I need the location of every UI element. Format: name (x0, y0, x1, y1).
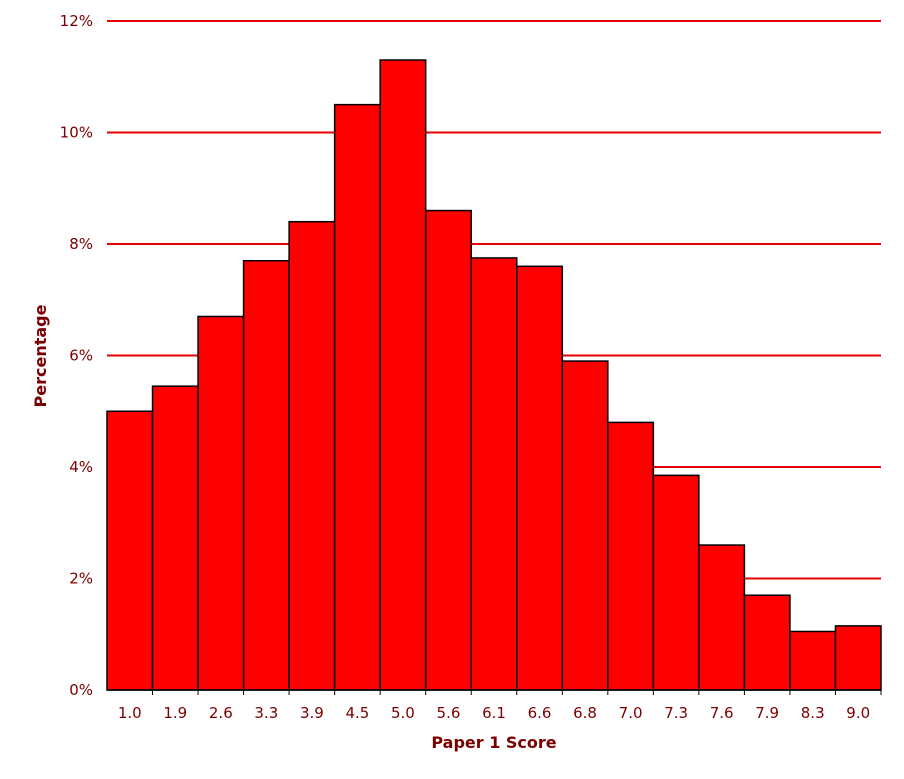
x-tick-label: 6.1 (482, 704, 506, 722)
histogram-bar (288, 220, 336, 691)
x-tick-label: 6.8 (573, 704, 597, 722)
x-tick-label: 5.6 (437, 704, 461, 722)
histogram-bar (379, 59, 427, 691)
x-tick-label: 9.0 (846, 704, 870, 722)
x-tick-label: 8.3 (801, 704, 825, 722)
y-tick-label: 6% (69, 347, 93, 365)
histogram-bar (698, 544, 746, 691)
histogram-bar (516, 265, 564, 691)
x-tick-label: 7.3 (664, 704, 688, 722)
x-tick-label: 3.9 (300, 704, 324, 722)
histogram-bar (561, 360, 609, 691)
x-tick-label: 5.0 (391, 704, 415, 722)
y-tick-label: 10% (60, 124, 93, 142)
x-tick-label: 4.5 (345, 704, 369, 722)
x-tick-label: 1.0 (118, 704, 142, 722)
histogram-bar (151, 385, 199, 691)
y-axis-ticks: 0% 2% 4% 6% 8% 10% 12% (60, 12, 93, 699)
histogram-bar (607, 421, 655, 691)
x-tick-label: 1.9 (163, 704, 187, 722)
x-tick-label: 2.6 (209, 704, 233, 722)
x-tick-label: 3.3 (254, 704, 278, 722)
x-tick-label: 7.6 (710, 704, 734, 722)
y-tick-label: 12% (60, 12, 93, 30)
bars (106, 59, 882, 691)
histogram-bar (789, 630, 837, 691)
x-axis-ticks: 1.0 1.9 2.6 3.3 3.9 4.5 5.0 5.6 6.1 6.6 6.8 7.0 7.3 7… (118, 690, 882, 722)
histogram-bar (197, 315, 245, 691)
histogram-bar (834, 625, 882, 691)
y-tick-label: 4% (69, 458, 93, 476)
x-tick-label: 7.0 (619, 704, 643, 722)
y-tick-label: 0% (69, 681, 93, 699)
y-axis-title: Percentage (31, 304, 50, 407)
histogram-bar (333, 103, 381, 691)
y-tick-label: 2% (69, 570, 93, 588)
y-tick-label: 8% (69, 235, 93, 253)
histogram-bar (743, 594, 791, 691)
x-axis-title: Paper 1 Score (431, 733, 556, 752)
x-tick-label: 7.9 (755, 704, 779, 722)
x-tick-label: 6.6 (528, 704, 552, 722)
histogram-bar (424, 209, 472, 691)
histogram-bar (106, 410, 154, 691)
histogram-bar (470, 257, 518, 691)
histogram-bar (242, 259, 290, 691)
histogram-bar (652, 474, 700, 691)
